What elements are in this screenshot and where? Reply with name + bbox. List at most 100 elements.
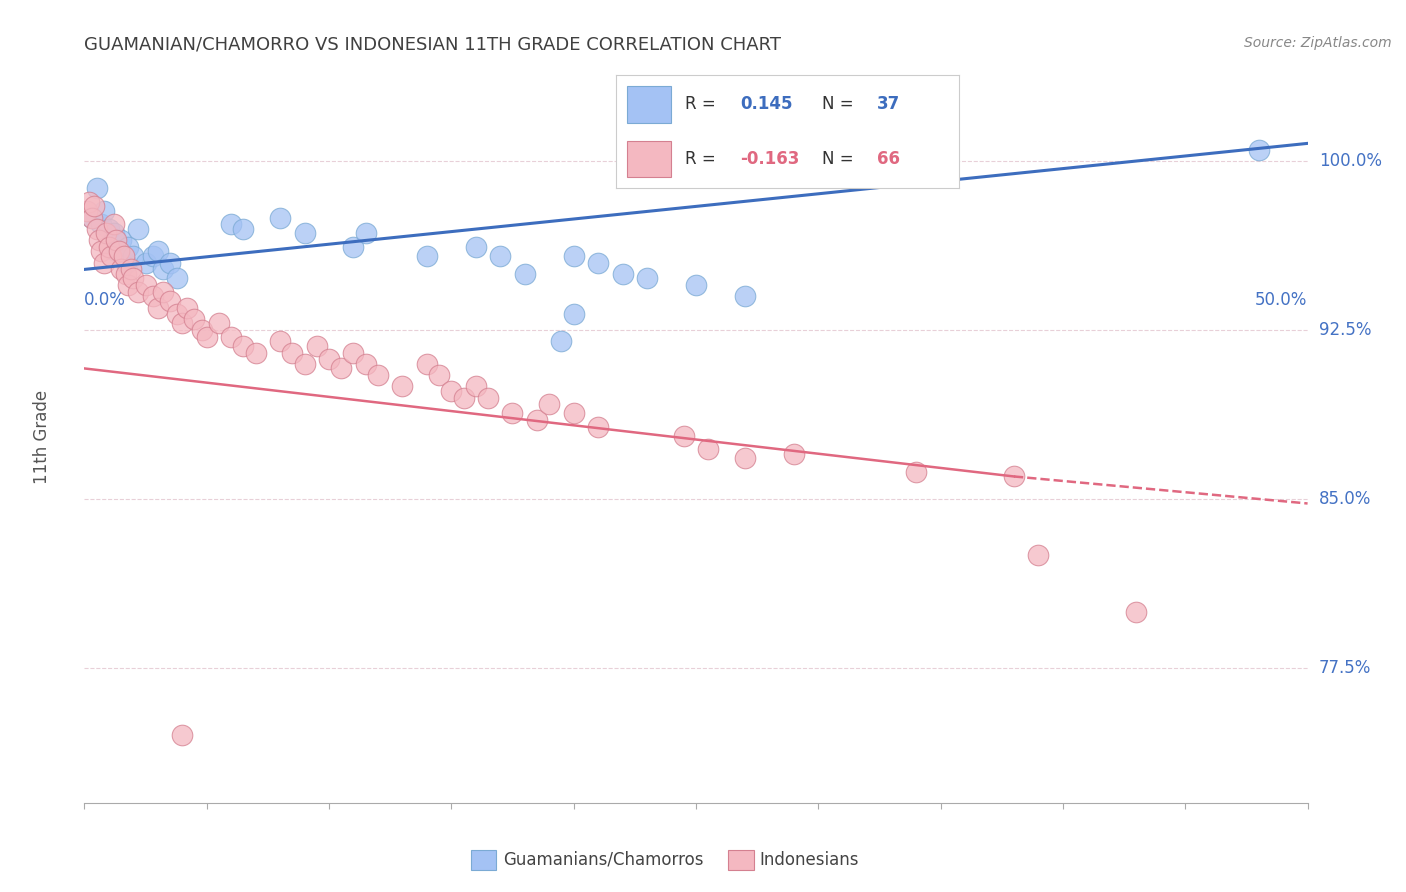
Point <box>416 357 439 371</box>
Point <box>586 255 609 269</box>
Point <box>172 728 194 742</box>
Point <box>100 249 122 263</box>
Text: Guamanians/Chamorros: Guamanians/Chamorros <box>503 851 704 869</box>
Point <box>105 244 128 259</box>
Text: 11th Grade: 11th Grade <box>32 390 51 484</box>
Point <box>636 271 658 285</box>
Point <box>110 262 132 277</box>
Text: Source: ZipAtlas.com: Source: ZipAtlas.com <box>1244 36 1392 50</box>
Point <box>76 203 98 218</box>
Point <box>103 218 125 232</box>
Point <box>97 240 120 254</box>
Point <box>195 330 218 344</box>
Point <box>526 413 548 427</box>
Point <box>86 222 108 236</box>
Point <box>783 447 806 461</box>
Point <box>159 255 181 269</box>
Point <box>453 391 475 405</box>
Text: 50.0%: 50.0% <box>1256 291 1308 309</box>
Point <box>513 267 536 281</box>
Point <box>269 334 291 349</box>
Point <box>294 357 316 371</box>
Point <box>245 345 267 359</box>
Point <box>905 465 928 479</box>
Point <box>219 218 242 232</box>
Point <box>86 181 108 195</box>
Point <box>501 407 523 421</box>
Point <box>107 244 129 259</box>
Point <box>477 391 499 405</box>
Point <box>232 222 254 236</box>
Point <box>166 271 188 285</box>
Text: 92.5%: 92.5% <box>1319 321 1371 339</box>
Point <box>734 289 756 303</box>
Point <box>135 278 157 293</box>
Point <box>117 240 139 254</box>
Text: 0.0%: 0.0% <box>84 291 127 309</box>
Text: Indonesians: Indonesians <box>759 851 859 869</box>
Point <box>83 199 105 213</box>
Point <box>612 267 634 281</box>
Point <box>464 240 486 254</box>
Point <box>90 218 112 232</box>
Point <box>93 255 115 269</box>
Point <box>1028 548 1050 562</box>
Point <box>96 227 118 241</box>
Point <box>142 249 165 263</box>
Point <box>115 255 138 269</box>
Point <box>464 379 486 393</box>
Point <box>318 352 340 367</box>
Point <box>232 339 254 353</box>
Point <box>269 211 291 225</box>
Point <box>294 227 316 241</box>
Point <box>367 368 389 383</box>
Point <box>586 420 609 434</box>
Point <box>440 384 463 398</box>
Point <box>219 330 242 344</box>
Point <box>562 307 585 321</box>
Point <box>152 262 174 277</box>
Point <box>110 233 132 247</box>
Point <box>697 442 720 457</box>
Point <box>127 285 149 299</box>
Text: 77.5%: 77.5% <box>1319 659 1371 677</box>
Point <box>550 334 572 349</box>
Point <box>562 249 585 263</box>
Point <box>354 227 377 241</box>
Point <box>122 271 145 285</box>
Point <box>1247 143 1270 157</box>
Text: 85.0%: 85.0% <box>1319 490 1371 508</box>
Point <box>208 317 231 331</box>
Point <box>77 194 100 209</box>
Point <box>142 289 165 303</box>
Point <box>562 407 585 421</box>
Point <box>1002 469 1025 483</box>
Point <box>159 293 181 308</box>
Point <box>734 451 756 466</box>
Point <box>672 429 695 443</box>
Point <box>538 397 561 411</box>
Point <box>146 301 169 315</box>
Text: GUAMANIAN/CHAMORRO VS INDONESIAN 11TH GRADE CORRELATION CHART: GUAMANIAN/CHAMORRO VS INDONESIAN 11TH GR… <box>84 36 782 54</box>
Point <box>330 361 353 376</box>
Text: 100.0%: 100.0% <box>1319 153 1382 170</box>
Point <box>117 278 139 293</box>
Point <box>93 203 115 218</box>
Point <box>87 233 110 247</box>
Point <box>342 345 364 359</box>
Point <box>1125 605 1147 619</box>
Point <box>427 368 450 383</box>
Point <box>146 244 169 259</box>
Point <box>305 339 328 353</box>
Point <box>120 262 142 277</box>
Point <box>103 227 125 241</box>
Point <box>115 267 138 281</box>
Point <box>97 222 120 236</box>
Point <box>80 211 103 225</box>
Point <box>354 357 377 371</box>
Point <box>127 222 149 236</box>
Point <box>122 249 145 263</box>
Point <box>80 211 103 225</box>
Point <box>152 285 174 299</box>
Point <box>281 345 304 359</box>
